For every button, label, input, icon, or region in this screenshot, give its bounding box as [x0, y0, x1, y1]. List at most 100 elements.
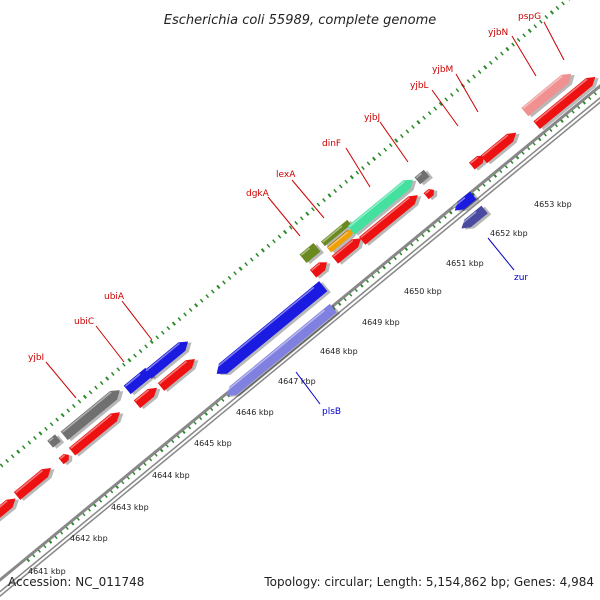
tick-mark — [171, 321, 176, 326]
tick-mark — [477, 69, 482, 74]
tick-mark — [277, 234, 282, 239]
tick-mark — [260, 248, 265, 253]
tick-mark — [110, 371, 115, 376]
tick-mark — [299, 216, 304, 221]
kbp-label: 4652 kbp — [490, 229, 528, 238]
tick-mark — [544, 15, 549, 20]
tick-mark — [539, 19, 543, 24]
gene-arrow — [68, 412, 124, 457]
gene-arrow — [326, 228, 359, 254]
gene-label-lexa: lexA — [276, 170, 296, 180]
map-title: Escherichia coli 55989, complete genome — [164, 13, 436, 28]
tick-mark — [422, 115, 426, 120]
kbp-label: 4644 kbp — [152, 471, 190, 480]
tick-mark — [472, 74, 476, 79]
tick-mark — [349, 174, 354, 180]
tick-mark — [0, 463, 4, 468]
gene-arrow — [123, 367, 156, 396]
tick-mark — [105, 376, 110, 381]
reverse-gene-labels: plsB zur — [322, 273, 528, 417]
tick-mark — [38, 431, 43, 436]
gene-arrow — [331, 238, 365, 265]
tick-mark — [511, 42, 515, 47]
tick-mark — [450, 92, 454, 97]
tick-mark — [416, 120, 421, 125]
gene-label-plsb: plsB — [322, 407, 341, 417]
gene-arrow — [133, 387, 161, 410]
tick-mark — [216, 284, 221, 290]
kbp-label: 4645 kbp — [194, 439, 232, 448]
tick-rows — [0, 0, 600, 563]
tick-mark — [505, 46, 510, 52]
tick-mark — [355, 170, 360, 175]
tick-mark — [166, 326, 171, 331]
kbp-label: 4651 kbp — [446, 259, 484, 268]
tick-mark — [327, 193, 332, 198]
tick-mark — [305, 211, 310, 216]
tick-mark — [338, 184, 343, 189]
tick-mark — [122, 362, 126, 367]
tick-mark — [377, 152, 382, 157]
tick-mark — [194, 303, 199, 308]
gene-arrow — [224, 303, 341, 397]
tick-mark — [244, 262, 248, 267]
tick-mark — [400, 134, 404, 139]
tick-mark — [266, 243, 271, 248]
gene-label-dgka: dgkA — [246, 189, 270, 199]
tick-mark — [199, 298, 204, 303]
tick-mark — [294, 220, 299, 225]
forward-gene-labels: yjbI ubiC ubiA dgkA lexA dinF yjbJ yjbL … — [28, 12, 541, 363]
tick-mark — [444, 97, 449, 102]
tick-mark — [388, 143, 393, 148]
tick-mark — [366, 161, 371, 166]
tick-mark — [549, 10, 554, 15]
tick-mark — [222, 280, 226, 285]
gene-track — [0, 73, 599, 523]
tick-mark — [272, 239, 276, 244]
forward-label-leaders — [45, 21, 565, 399]
tick-mark — [233, 271, 237, 276]
tick-mark — [21, 445, 26, 450]
tick-mark — [561, 1, 565, 6]
tick-mark — [411, 124, 415, 129]
tick-mark — [438, 101, 443, 107]
tick-mark — [5, 458, 9, 463]
tick-mark — [116, 367, 121, 372]
tick-mark — [344, 179, 349, 184]
gene-arrow — [47, 434, 65, 449]
tick-mark — [383, 147, 387, 152]
tick-mark — [160, 330, 165, 335]
tick-mark — [138, 349, 143, 354]
tick-mark — [466, 79, 471, 84]
gene-arrow — [58, 453, 73, 466]
gene-label-dinf: dinF — [322, 139, 341, 149]
tick-mark — [249, 257, 254, 262]
tick-mark — [16, 449, 21, 454]
tick-mark — [433, 106, 438, 111]
tick-mark — [149, 339, 154, 345]
gene-arrow — [533, 76, 599, 131]
tick-mark — [188, 307, 193, 312]
tick-mark — [72, 403, 76, 408]
tick-mark — [555, 5, 560, 10]
tick-mark — [488, 60, 493, 65]
tick-mark — [316, 202, 321, 207]
tick-mark — [394, 138, 399, 143]
gene-label-yjbi: yjbI — [28, 353, 44, 363]
tick-mark — [483, 65, 488, 70]
gene-arrow — [423, 188, 438, 201]
tick-mark — [500, 51, 504, 56]
gene-label-yjbn: yjbN — [488, 28, 508, 38]
tick-mark — [427, 111, 432, 116]
tick-mark — [49, 422, 54, 427]
tick-mark — [288, 225, 293, 230]
kbp-label: 4643 kbp — [111, 503, 149, 512]
gene-arrow — [13, 468, 55, 501]
gene-arrow — [157, 359, 199, 392]
tick-mark — [94, 385, 98, 390]
tick-mark — [77, 399, 82, 404]
tick-mark — [10, 454, 15, 459]
tick-mark — [183, 312, 187, 317]
tick-mark — [311, 207, 315, 212]
gene-arrow — [468, 155, 488, 171]
